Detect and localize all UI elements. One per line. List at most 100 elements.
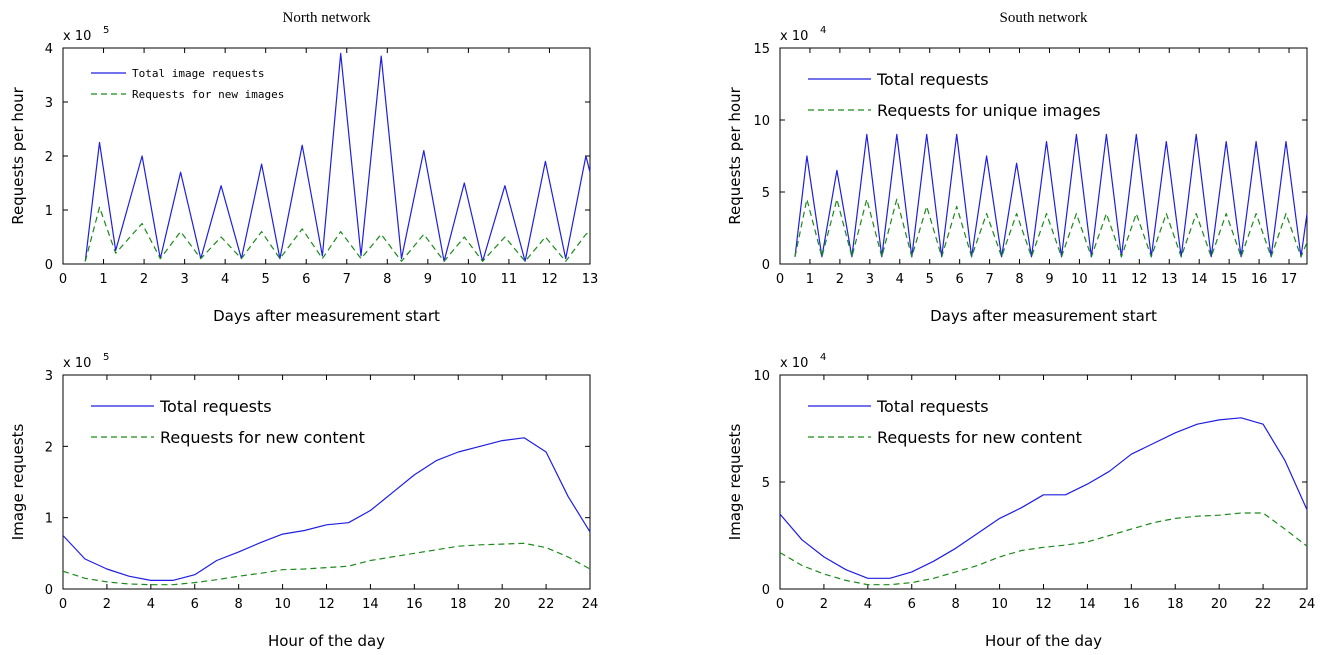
y-tick-label: 2 [45,440,53,455]
legend-label: Total requests [876,70,989,89]
axis-multiplier: x 10 [780,356,808,371]
x-tick-label: 5 [926,272,934,287]
axis-multiplier-exponent: 4 [820,352,826,363]
x-tick-label: 22 [538,597,555,612]
y-axis-label: Image requests [9,424,27,541]
y-tick-label: 15 [753,42,770,57]
x-tick-label: 10 [991,597,1008,612]
y-tick-label: 3 [45,369,53,384]
y-tick-label: 4 [45,42,53,57]
x-tick-label: 7 [985,272,993,287]
x-tick-label: 16 [1251,272,1268,287]
x-tick-label: 1 [99,272,107,287]
x-tick-label: 12 [1131,272,1148,287]
x-tick-label: 2 [103,597,111,612]
plot-frame [779,374,1308,590]
plot-frame [779,47,1308,265]
x-tick-label: 4 [221,272,229,287]
axis-multiplier-exponent: 5 [103,352,109,363]
x-tick-label: 0 [776,272,784,287]
x-tick-label: 0 [59,597,67,612]
x-tick-label: 10 [460,272,477,287]
legend-label: Total requests [876,397,989,416]
y-axis-label: Image requests [726,424,744,541]
x-tick-label: 9 [1045,272,1053,287]
axis-multiplier-exponent: 5 [103,25,109,36]
x-axis-label: Days after measurement start [213,307,440,325]
x-tick-label: 12 [1035,597,1052,612]
legend-label: Requests for new content [160,428,365,447]
x-tick-label: 3 [180,272,188,287]
x-tick-label: 24 [1299,597,1316,612]
x-tick-label: 6 [908,597,916,612]
y-tick-label: 3 [45,96,53,111]
y-tick-label: 10 [753,114,770,129]
x-tick-label: 0 [59,272,67,287]
x-tick-label: 16 [1123,597,1140,612]
x-tick-label: 14 [362,597,379,612]
y-axis-label: Requests per hour [9,86,27,224]
y-tick-label: 10 [753,369,770,384]
x-tick-label: 18 [450,597,467,612]
y-axis-label: Requests per hour [726,86,744,224]
x-tick-label: 6 [191,597,199,612]
legend-label: Total image requests [132,67,264,80]
legend-label: Total requests [159,397,272,416]
x-tick-label: 8 [952,597,960,612]
x-tick-label: 24 [582,597,599,612]
chart-title: South network [1000,10,1088,26]
x-tick-label: 8 [235,597,243,612]
x-tick-label: 17 [1281,272,1298,287]
series-line-new [62,542,591,586]
x-tick-label: 13 [582,272,599,287]
y-tick-label: 0 [762,258,770,273]
x-tick-label: 11 [501,272,518,287]
y-tick-label: 0 [45,583,53,598]
y-tick-label: 5 [762,186,770,201]
x-tick-label: 6 [956,272,964,287]
x-tick-label: 14 [1079,597,1096,612]
x-tick-label: 2 [820,597,828,612]
x-tick-label: 1 [806,272,814,287]
x-tick-label: 4 [864,597,872,612]
x-tick-label: 15 [1221,272,1238,287]
x-axis-label: Hour of the day [985,632,1102,650]
x-tick-label: 9 [424,272,432,287]
y-tick-label: 1 [45,512,53,527]
x-tick-label: 22 [1255,597,1272,612]
x-tick-label: 8 [383,272,391,287]
y-tick-label: 2 [45,150,53,165]
axis-multiplier: x 10 [63,356,91,371]
x-axis-label: Days after measurement start [930,307,1157,325]
x-tick-label: 18 [1167,597,1184,612]
series-line-total [62,437,591,581]
y-tick-label: 0 [45,258,53,273]
x-axis-label: Hour of the day [268,632,385,650]
x-tick-label: 8 [1015,272,1023,287]
legend-label: Requests for unique images [877,101,1101,120]
series-line-new [779,512,1308,586]
x-tick-label: 4 [896,272,904,287]
series-line-new [84,206,591,262]
x-tick-label: 6 [302,272,310,287]
x-tick-label: 11 [1101,272,1118,287]
x-tick-label: 12 [541,272,558,287]
x-tick-label: 3 [866,272,874,287]
x-tick-label: 2 [140,272,148,287]
axis-multiplier: x 10 [780,29,808,44]
x-tick-label: 14 [1191,272,1208,287]
x-tick-label: 2 [836,272,844,287]
x-tick-label: 7 [343,272,351,287]
y-tick-label: 0 [762,583,770,598]
axis-multiplier: x 10 [63,29,91,44]
x-tick-label: 0 [776,597,784,612]
x-tick-label: 10 [274,597,291,612]
x-tick-label: 4 [147,597,155,612]
plot-frame [62,374,591,590]
series-line-total [84,52,591,262]
